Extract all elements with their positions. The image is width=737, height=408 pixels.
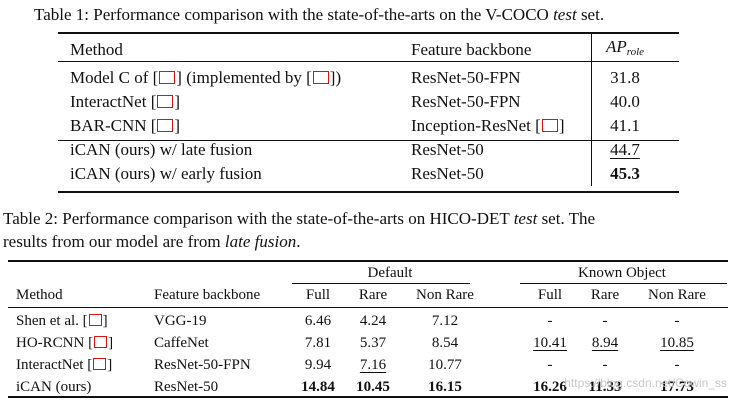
table1-header-rule (58, 61, 679, 62)
table2-header-full: Full (537, 287, 563, 303)
table2-value: - (602, 313, 608, 329)
table2-header-rule (8, 307, 728, 308)
table2-bottom-rule (8, 396, 728, 398)
table2-value: - (602, 357, 608, 373)
table1-method: BAR-CNN [] (70, 116, 181, 135)
table1-header-method: Method (70, 39, 123, 59)
citation-marker-icon[interactable] (94, 336, 108, 348)
table2-caption-line2: results from our model are from late fus… (3, 232, 301, 251)
table1-bottom-rule (58, 191, 679, 193)
table2-value: 4.24 (359, 313, 387, 329)
table2-known-group-rule (520, 283, 727, 284)
table2-header-backbone: Feature backbone (154, 287, 261, 303)
table1-ap: 41.1 (591, 114, 658, 138)
table2-header-full: Full (305, 287, 331, 303)
table2-value: - (674, 357, 680, 373)
table1-row: iCAN (ours) w/ late fusion ResNet-50 44.… (70, 138, 658, 162)
table1-method: iCAN (ours) w/ late fusion (70, 140, 253, 159)
table2-group-header-row: Default Known Object (16, 262, 720, 284)
table1-method: InteractNet [] (70, 92, 181, 111)
table1-backbone: ResNet-50-FPN (411, 92, 521, 111)
table2-top-rule (8, 260, 728, 262)
table2-value: 10.45 (356, 379, 390, 395)
table2-value: 10.85 (660, 335, 694, 351)
table1-backbone: Inception-ResNet [] (411, 116, 565, 135)
table2-header-rare: Rare (590, 287, 620, 303)
citation-marker-icon[interactable] (88, 314, 102, 326)
table2-value: - (547, 313, 553, 329)
table1-caption: Table 1: Performance comparison with the… (34, 5, 605, 24)
table2-value: 9.94 (304, 357, 332, 373)
table1-backbone: ResNet-50 (411, 140, 484, 159)
watermark: https://blog.csdn.net/Cowin_ss (564, 376, 727, 390)
citation-marker-icon[interactable] (157, 95, 174, 108)
table2-method: iCAN (ours) (16, 379, 92, 395)
table1-header-ap: AProle (591, 33, 658, 66)
table2-row: InteractNet [] ResNet-50-FPN 9.94 7.16 1… (16, 354, 720, 376)
table1-row: Model C of [] (implemented by []) ResNet… (70, 66, 658, 90)
table2-value: 7.81 (304, 335, 332, 351)
table1-method: Model C of [] (implemented by []) (70, 68, 342, 87)
table2-value: 8.54 (431, 335, 459, 351)
table1-ap: 44.7 (591, 138, 658, 162)
table2-header-row: Method Feature backbone Full Rare Non Ra… (16, 284, 720, 306)
table2-row: HO-RCNN [] CaffeNet 7.81 5.37 8.54 10.41… (16, 332, 720, 354)
table2-header-nonrare: Non Rare (648, 287, 706, 303)
table2-value: 5.37 (359, 335, 387, 351)
table2-header-nonrare: Non Rare (416, 287, 474, 303)
table2-default-group-rule (292, 283, 470, 284)
table1-method: iCAN (ours) w/ early fusion (70, 164, 262, 183)
table2-backbone: ResNet-50 (154, 379, 219, 395)
table2-value: 10.77 (428, 357, 462, 373)
citation-marker-icon[interactable] (157, 119, 174, 132)
table1-ap: 31.8 (591, 66, 658, 90)
table2-value: 6.46 (304, 313, 332, 329)
table1-mid-rule (58, 140, 679, 141)
table1-row: InteractNet [] ResNet-50-FPN 40.0 (70, 90, 658, 114)
table2-row: Shen et al. [] VGG-19 6.46 4.24 7.12 - -… (16, 310, 720, 332)
table2-method: HO-RCNN [] (16, 335, 114, 351)
table1: Method Feature backbone AProle Model C o… (70, 33, 658, 186)
table2-value: 16.26 (533, 379, 567, 395)
table1-ap: 40.0 (591, 90, 658, 114)
table1-header-backbone: Feature backbone (411, 39, 532, 59)
table2-header-method: Method (16, 287, 63, 303)
table1-backbone: ResNet-50 (411, 164, 484, 183)
table2: Default Known Object Method Feature back… (16, 262, 720, 398)
table1-backbone: ResNet-50-FPN (411, 68, 521, 87)
table2-value: 16.15 (428, 379, 462, 395)
table2-backbone: ResNet-50-FPN (154, 357, 251, 373)
table2-value: 10.41 (533, 335, 567, 351)
table1-top-rule (58, 32, 679, 34)
citation-marker-icon[interactable] (93, 358, 107, 370)
table2-value: 11.33 (588, 379, 622, 395)
table2-value: 7.16 (359, 357, 387, 373)
table1-ap: 45.3 (591, 162, 658, 186)
table1-header-row: Method Feature backbone AProle (70, 33, 658, 66)
table2-backbone: VGG-19 (154, 313, 207, 329)
table2-caption-line1: Table 2: Performance comparison with the… (3, 209, 596, 228)
citation-marker-icon[interactable] (312, 71, 329, 84)
table2-backbone: CaffeNet (154, 335, 209, 351)
table2-row: iCAN (ours) ResNet-50 14.84 10.45 16.15 … (16, 376, 720, 398)
table2-value: 7.12 (431, 313, 459, 329)
citation-marker-icon[interactable] (541, 119, 558, 132)
table2-value: 17.73 (660, 379, 694, 395)
citation-marker-icon[interactable] (159, 71, 176, 84)
table2-value: 14.84 (301, 379, 335, 395)
table2-method: Shen et al. [] (16, 313, 108, 329)
table2-method: InteractNet [] (16, 357, 113, 373)
table2-group-default: Default (367, 265, 413, 281)
table1-row: iCAN (ours) w/ early fusion ResNet-50 45… (70, 162, 658, 186)
table1-row: BAR-CNN [] Inception-ResNet [] 41.1 (70, 114, 658, 138)
table2-group-known-object: Known Object (578, 265, 666, 281)
table2-value: - (547, 357, 553, 373)
table2-header-rare: Rare (358, 287, 388, 303)
table2-value: - (674, 313, 680, 329)
table2-value: 8.94 (591, 335, 619, 351)
